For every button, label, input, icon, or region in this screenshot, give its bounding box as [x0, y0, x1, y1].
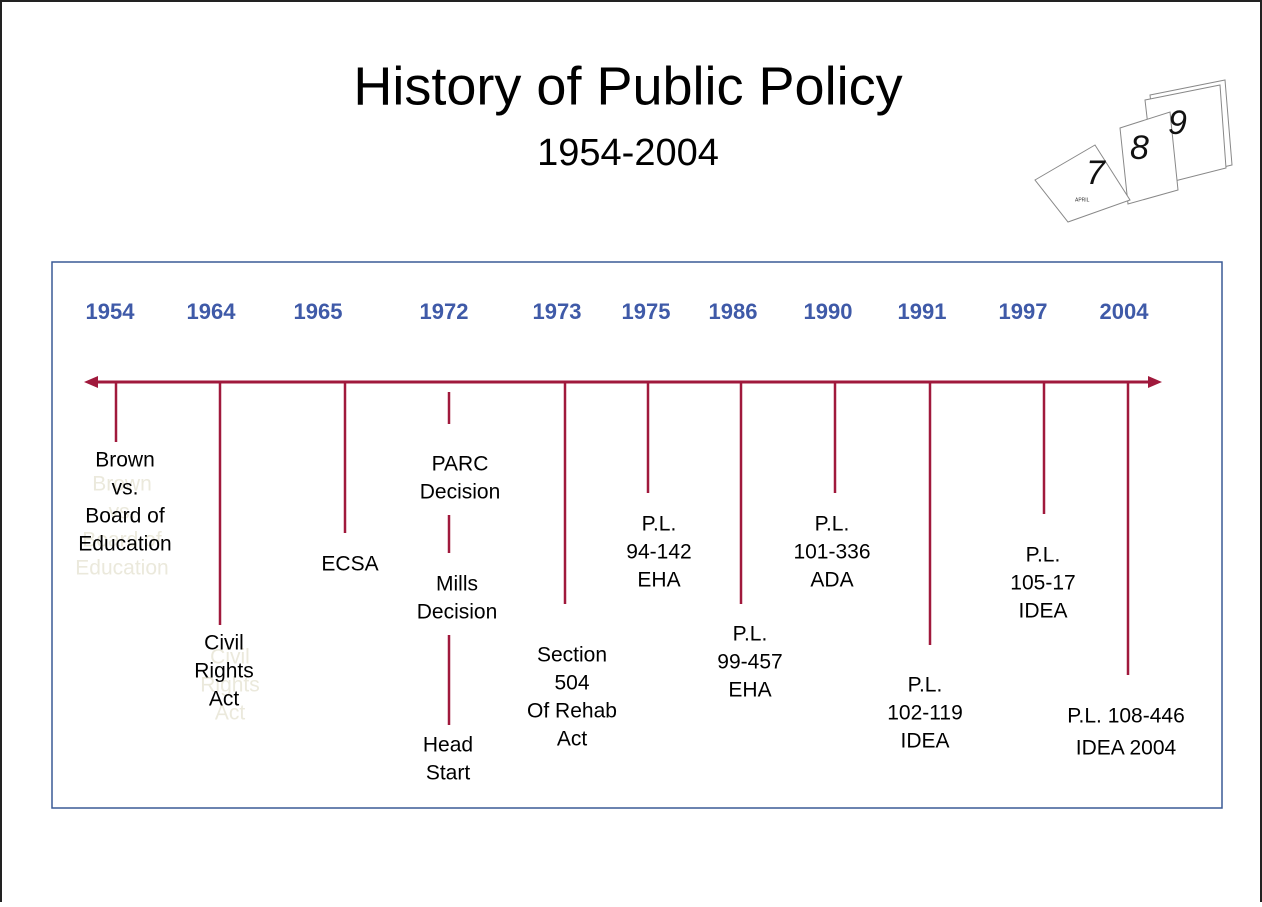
event-label: P.L.: [733, 623, 768, 646]
ghost-label: Education: [75, 557, 168, 580]
event-label: Of Rehab: [527, 700, 617, 723]
event-label: 504: [554, 672, 589, 695]
event-label: EHA: [637, 569, 680, 592]
calendar-digit: 8: [1130, 129, 1149, 167]
year-label: 1991: [898, 299, 947, 324]
event-label: Rights: [194, 660, 254, 683]
event-label: Start: [426, 762, 471, 785]
event-label: Mills: [436, 573, 478, 596]
event-label: P.L.: [642, 513, 677, 536]
event-label: 102-119: [887, 702, 963, 725]
event-label: P.L.: [815, 513, 850, 536]
event-label: PARC: [432, 453, 489, 476]
event-label: IDEA: [1018, 600, 1067, 623]
event-label: EHA: [728, 679, 771, 702]
event-label: Civil: [204, 632, 244, 655]
event-label: 99-457: [717, 651, 782, 674]
event-label: 101-336: [793, 541, 870, 564]
year-label: 1997: [999, 299, 1048, 324]
event-label: vs.: [112, 477, 139, 500]
event-label: ECSA: [321, 553, 378, 576]
event-label: ADA: [810, 569, 853, 592]
event-label: Head: [423, 734, 473, 757]
year-label: 1972: [420, 299, 469, 324]
event-label: Decision: [420, 481, 501, 504]
year-label: 1965: [294, 299, 343, 324]
event-label: Section: [537, 644, 607, 667]
event-label: IDEA 2004: [1076, 737, 1177, 760]
year-label: 1954: [86, 299, 136, 324]
year-label: 1990: [804, 299, 853, 324]
calendar-digit: 7: [1086, 154, 1106, 192]
year-label: 2004: [1100, 299, 1150, 324]
calendar-month: APRIL: [1075, 197, 1090, 203]
year-label: 1986: [709, 299, 758, 324]
event-label: Brown: [95, 449, 155, 472]
year-label: 1975: [622, 299, 671, 324]
title: History of Public Policy: [353, 56, 902, 116]
event-label: Board of: [85, 505, 165, 528]
year-label: 1964: [187, 299, 237, 324]
event-label: IDEA: [900, 730, 949, 753]
event-label: P.L. 108-446: [1067, 705, 1185, 728]
event-label: 105-17: [1010, 572, 1075, 595]
event-label: Act: [209, 688, 240, 711]
event-label: 94-142: [626, 541, 691, 564]
event-label: Education: [78, 533, 171, 556]
year-label: 1973: [533, 299, 582, 324]
event-label: P.L.: [1026, 544, 1061, 567]
event-label: Act: [557, 728, 588, 751]
calendar-digit: 9: [1168, 104, 1187, 142]
subtitle: 1954-2004: [537, 132, 719, 174]
event-label: Decision: [417, 601, 498, 624]
event-label: P.L.: [908, 674, 943, 697]
slide: History of Public Policy 1954-2004 9 8 7…: [0, 0, 1262, 902]
